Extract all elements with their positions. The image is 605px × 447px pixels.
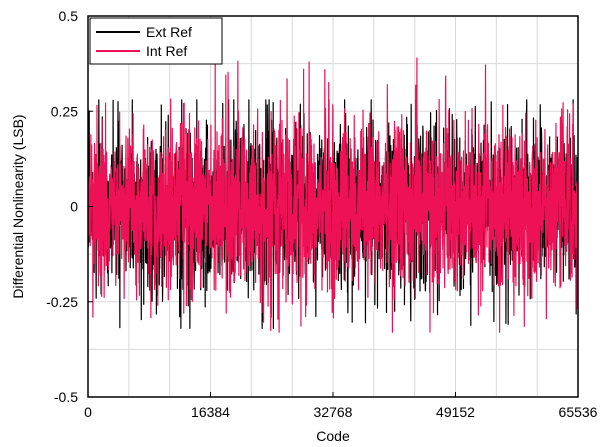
legend-label-int-ref: Int Ref	[146, 43, 187, 59]
legend-label-ext-ref: Ext Ref	[146, 24, 192, 40]
y-tick-label: -0.25	[46, 294, 78, 310]
x-tick-labels: 0 16384 32768 49152 65536	[84, 404, 598, 420]
y-tick-label: 0.25	[51, 103, 78, 119]
legend-box	[89, 17, 223, 65]
x-tick-label: 32768	[314, 404, 353, 420]
series-line-int-ref	[88, 57, 578, 333]
y-axis-title: Differential Nonlinearity (LSB)	[10, 114, 26, 298]
x-tick-label: 49152	[436, 404, 475, 420]
y-tick-label: 0	[70, 199, 78, 215]
y-tick-label: -0.5	[54, 389, 78, 405]
y-tick-label: 0.5	[59, 8, 79, 24]
y-tick-labels: -0.5 -0.25 0 0.25 0.5	[46, 8, 78, 405]
x-tick-label: 0	[84, 404, 92, 420]
x-tick-label: 16384	[191, 404, 230, 420]
legend: Ext Ref Int Ref	[89, 17, 223, 65]
x-tick-label: 65536	[559, 404, 598, 420]
axis-ticks	[87, 15, 579, 398]
x-axis-title: Code	[316, 428, 350, 444]
series-group	[88, 57, 578, 333]
